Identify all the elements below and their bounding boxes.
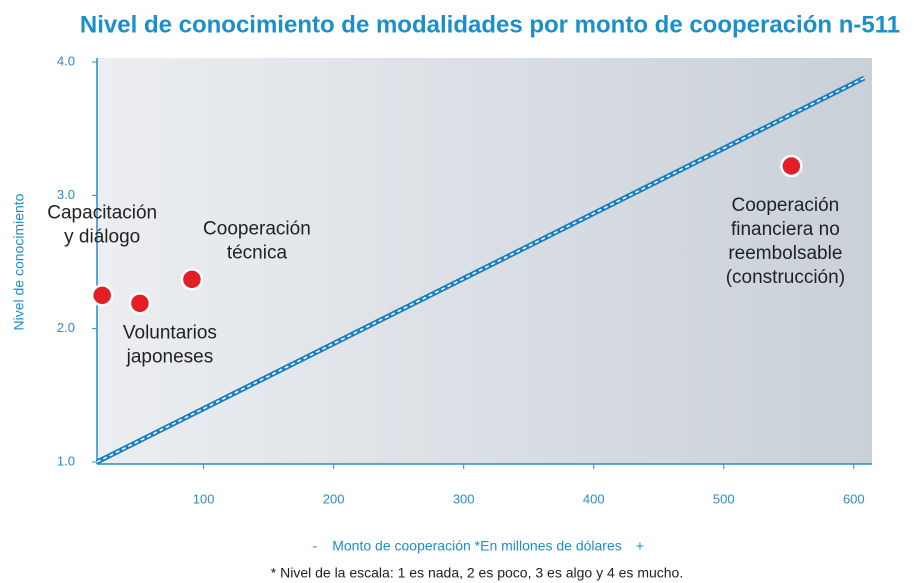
- point-label: Cooperación: [732, 195, 840, 216]
- y-axis-label: Nivel de conocimiento: [11, 193, 27, 330]
- point: [90, 284, 114, 307]
- y-tick-label: 2.0: [57, 320, 75, 335]
- point: [780, 154, 803, 178]
- point: [128, 292, 152, 315]
- trend-line: [96, 77, 865, 463]
- x-tick-label: 200: [323, 491, 345, 506]
- footnote: * Nivel de la escala: 1 es nada, 2 es po…: [271, 565, 683, 581]
- x-tick-label: 300: [453, 491, 475, 506]
- x-axis-label: Monto de cooperación *En millones de dól…: [332, 538, 622, 554]
- point-label: Cooperación: [203, 218, 311, 239]
- point-label: Voluntarios: [123, 322, 217, 343]
- x-tick-label: 100: [193, 491, 215, 506]
- point-label: técnica: [227, 242, 288, 263]
- point-label: japoneses: [126, 346, 214, 367]
- x-minus: -: [313, 538, 318, 554]
- y-tick-label: 1.0: [57, 453, 75, 468]
- point-label: financiera no: [731, 219, 840, 240]
- y-tick-label: 4.0: [57, 53, 75, 68]
- point-label: Capacitación: [47, 202, 157, 223]
- x-tick-label: 600: [843, 491, 865, 506]
- x-plus: +: [636, 538, 644, 554]
- point-label: (construcción): [726, 267, 845, 288]
- y-tick-label: 3.0: [57, 187, 75, 202]
- x-tick-label: 500: [713, 491, 735, 506]
- point: [180, 268, 204, 291]
- point-label: reembolsable: [728, 243, 842, 264]
- chart-title: Nivel de conocimiento de modalidades por…: [80, 11, 900, 38]
- x-tick-label: 400: [583, 491, 605, 506]
- point-label: y diálogo: [64, 226, 140, 247]
